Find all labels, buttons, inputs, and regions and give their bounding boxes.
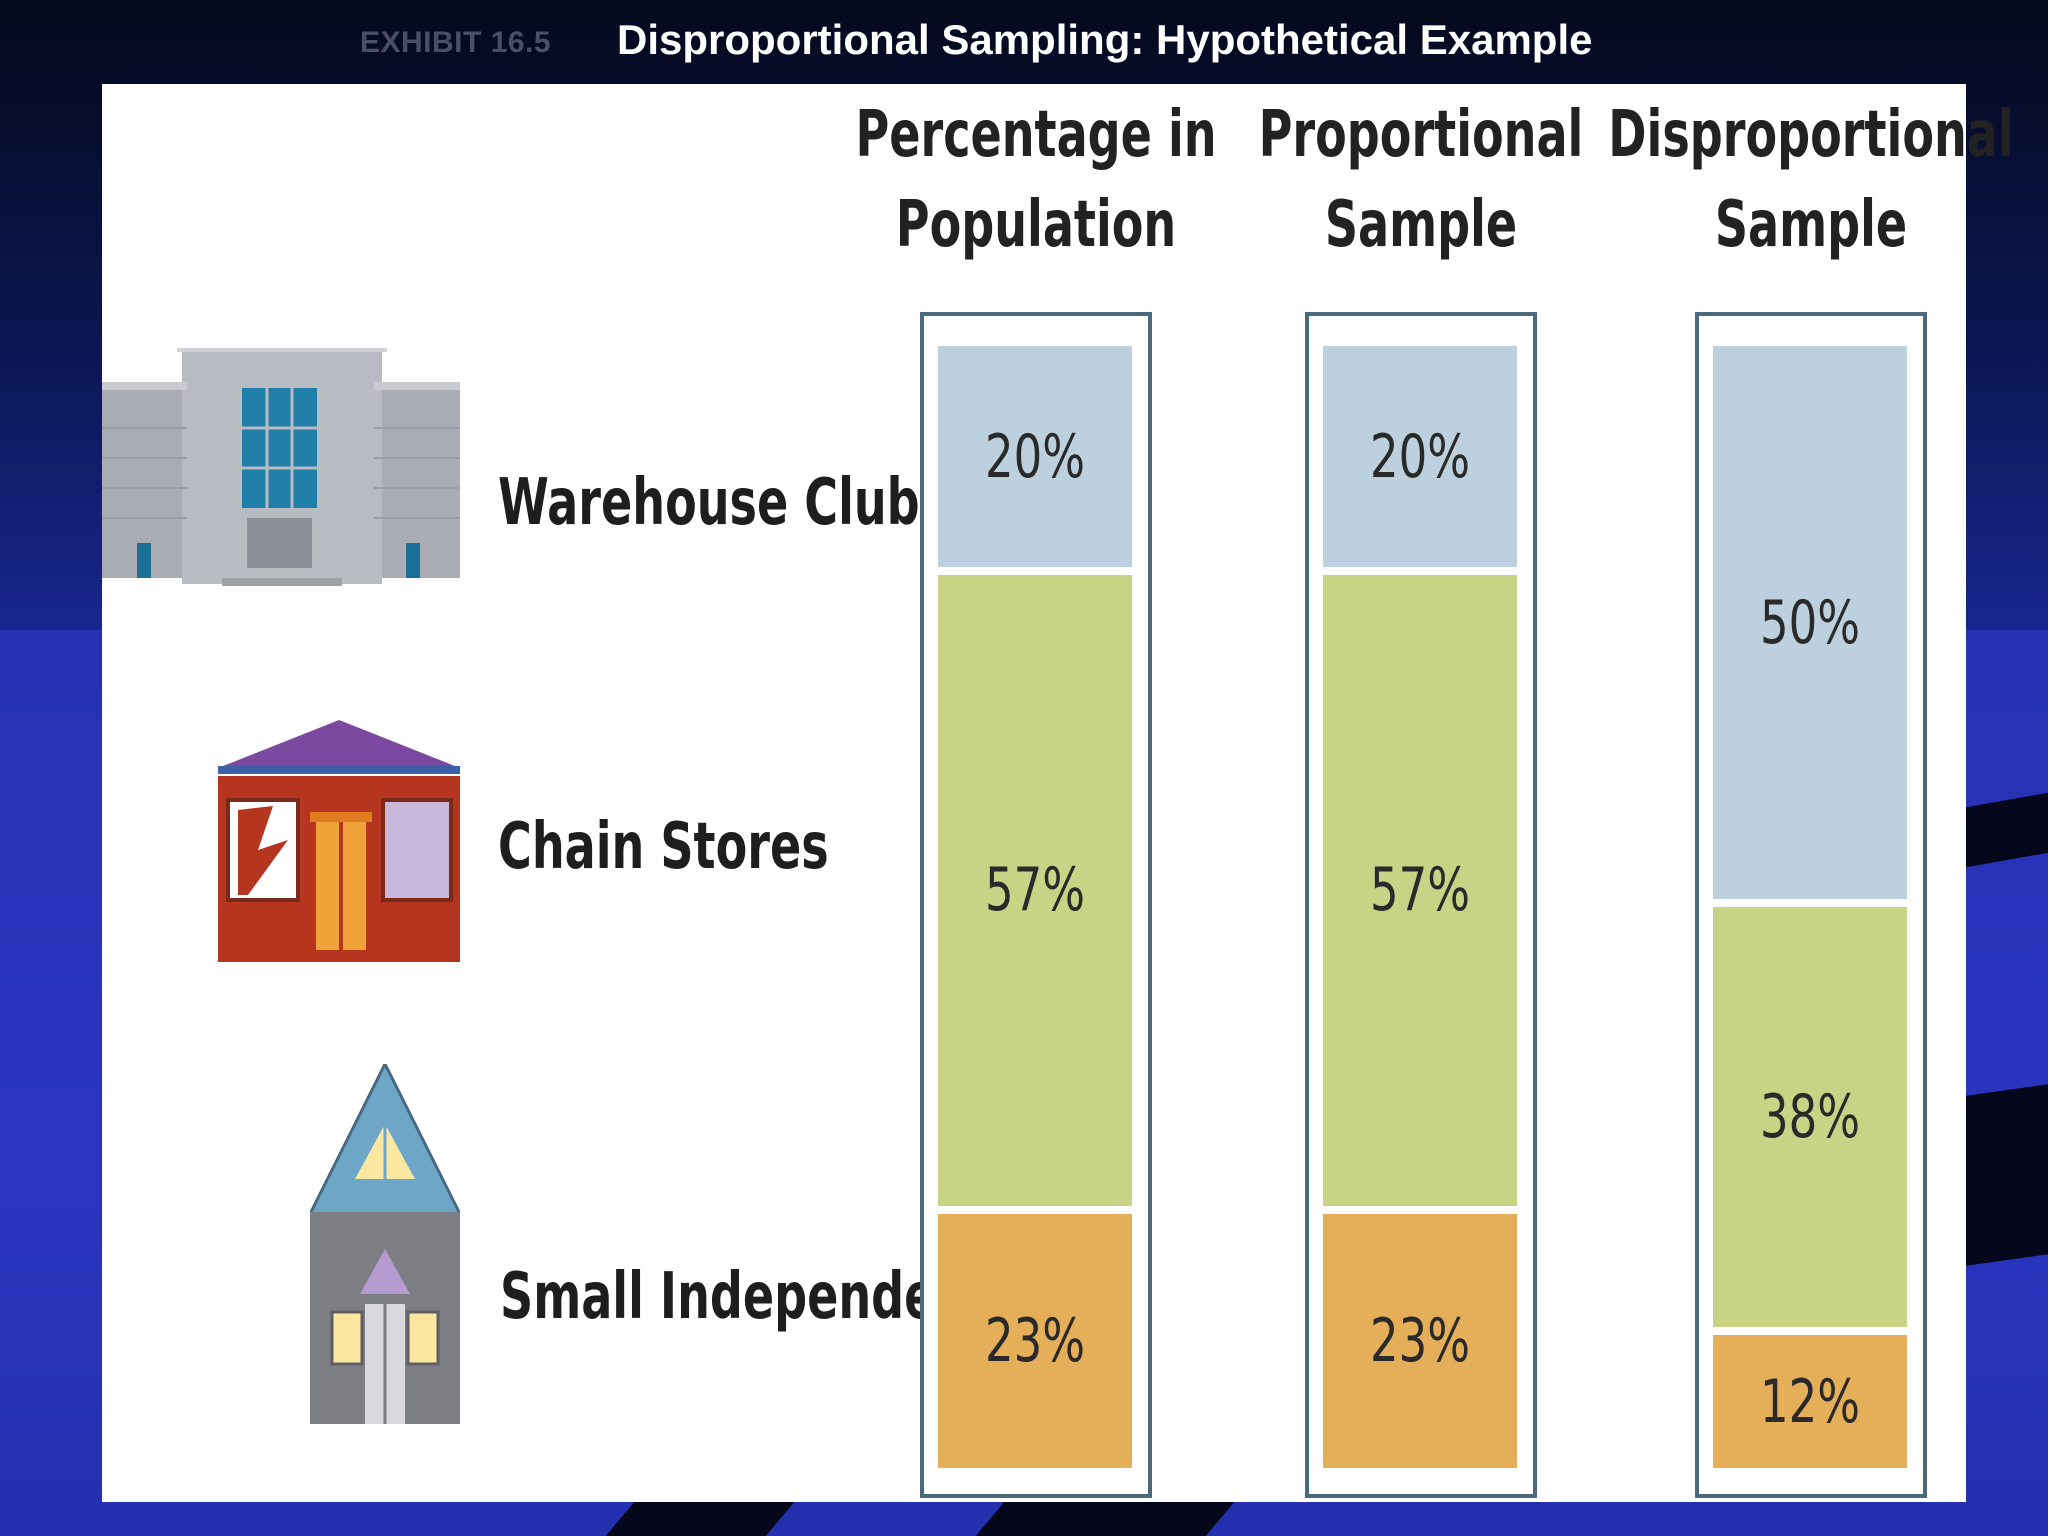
- decor-stripe: [975, 1502, 1235, 1536]
- row-label-warehouse-clubs: Warehouse Clubs: [498, 466, 948, 540]
- data-label: 50%: [1759, 587, 1861, 658]
- data-label: 38%: [1759, 1082, 1861, 1153]
- column-header-0: Percentage in Population: [855, 98, 1217, 262]
- data-label: 20%: [1369, 421, 1471, 492]
- data-label: 57%: [984, 855, 1086, 926]
- decor-stripe: [1966, 1084, 2048, 1266]
- decor-stripe: [605, 1502, 795, 1536]
- bar-segment-chain-stores: 57%: [938, 575, 1132, 1206]
- row-label-chain-stores: Chain Stores: [498, 810, 829, 884]
- bar-segment-warehouse-clubs: 50%: [1713, 346, 1907, 899]
- slide-header: EXHIBIT 16.5 Disproportional Sampling: H…: [0, 0, 2048, 84]
- bar-segment-chain-stores: 57%: [1323, 575, 1517, 1206]
- bar-segment-small-independents: 23%: [1323, 1213, 1517, 1468]
- data-label: 20%: [984, 421, 1086, 492]
- data-label: 23%: [1369, 1305, 1471, 1376]
- exhibit-label: EXHIBIT 16.5: [360, 26, 552, 59]
- data-label: 57%: [1369, 855, 1471, 926]
- slide-title: Disproportional Sampling: Hypothetical E…: [617, 16, 1593, 63]
- chain-store-icon: [218, 720, 460, 962]
- chart-panel: Warehouse Clubs Chain Stores Small Indep…: [102, 84, 2014, 1502]
- data-label: 12%: [1759, 1366, 1861, 1437]
- bar-segment-small-independents: 23%: [938, 1213, 1132, 1468]
- bar-segment-chain-stores: 38%: [1713, 907, 1907, 1328]
- bar-segment-warehouse-clubs: 20%: [1323, 346, 1517, 568]
- column-header-1: Proportional Sample: [1258, 98, 1584, 262]
- data-label: 23%: [984, 1305, 1086, 1376]
- small-house-icon: [310, 1064, 460, 1424]
- bar-segment-warehouse-clubs: 20%: [938, 346, 1132, 568]
- bar-segment-small-independents: 12%: [1713, 1335, 1907, 1468]
- column-header-2: Disproportional Sample: [1608, 98, 2014, 262]
- warehouse-building-icon: [102, 348, 460, 586]
